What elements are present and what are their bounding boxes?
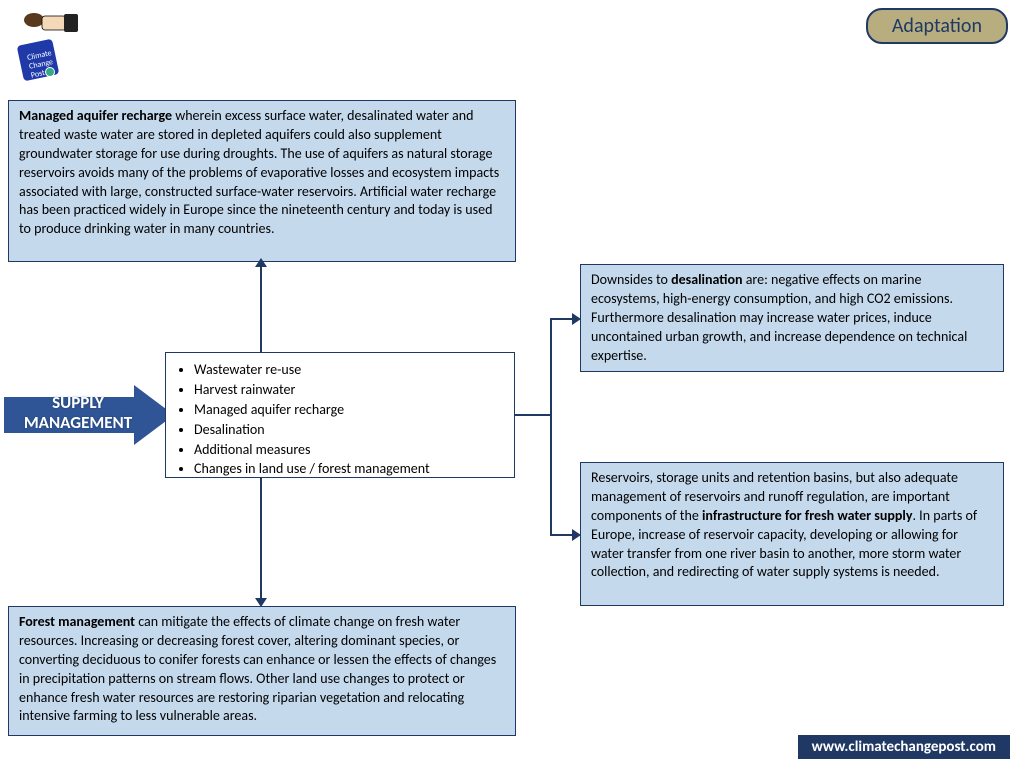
arrowhead-right — [572, 313, 581, 325]
aquifer-text: wherein excess surface water, desalinate… — [19, 107, 499, 237]
connector — [515, 414, 550, 416]
infra-bold: infrastructure for fresh water supply — [702, 507, 913, 524]
adaptation-badge: Adaptation — [866, 8, 1008, 44]
footer-url: www.climatechangepost.com — [798, 735, 1010, 759]
infra-box: Reservoirs, storage units and retention … — [580, 462, 1004, 606]
forest-box: Forest management can mitigate the effec… — [8, 606, 516, 736]
connector — [550, 318, 572, 320]
svg-text:Post: Post — [30, 68, 46, 81]
connector — [260, 478, 262, 598]
arrowhead-up — [255, 258, 267, 267]
arrowhead-right — [572, 529, 581, 541]
list-item: Desalination — [194, 421, 504, 440]
adaptation-label: Adaptation — [892, 14, 982, 38]
connector — [550, 318, 552, 535]
connector — [260, 263, 262, 352]
desal-bold: desalination — [671, 271, 742, 288]
aquifer-bold: Managed aquifer recharge — [19, 107, 172, 124]
aquifer-box: Managed aquifer recharge wherein excess … — [8, 100, 516, 262]
list-item: Additional measures — [194, 441, 504, 460]
forest-bold: Forest management — [19, 613, 135, 630]
connector — [550, 534, 572, 536]
center-list: Wastewater re-use Harvest rainwater Mana… — [194, 361, 504, 479]
footer-url-text: www.climatechangepost.com — [812, 738, 996, 756]
list-item: Changes in land use / forest management — [194, 460, 504, 479]
list-item: Managed aquifer recharge — [194, 401, 504, 420]
list-item: Harvest rainwater — [194, 381, 504, 400]
desal-pre: Downsides to — [591, 271, 671, 288]
arrowhead-down — [255, 598, 267, 607]
center-box: Wastewater re-use Harvest rainwater Mana… — [165, 352, 515, 478]
list-item: Wastewater re-use — [194, 361, 504, 380]
desal-box: Downsides to desalination are: negative … — [580, 264, 1004, 372]
supply-label: SUPPLY MANAGEMENT — [8, 393, 148, 434]
logo-stamp: Climate Change Post — [8, 6, 88, 86]
